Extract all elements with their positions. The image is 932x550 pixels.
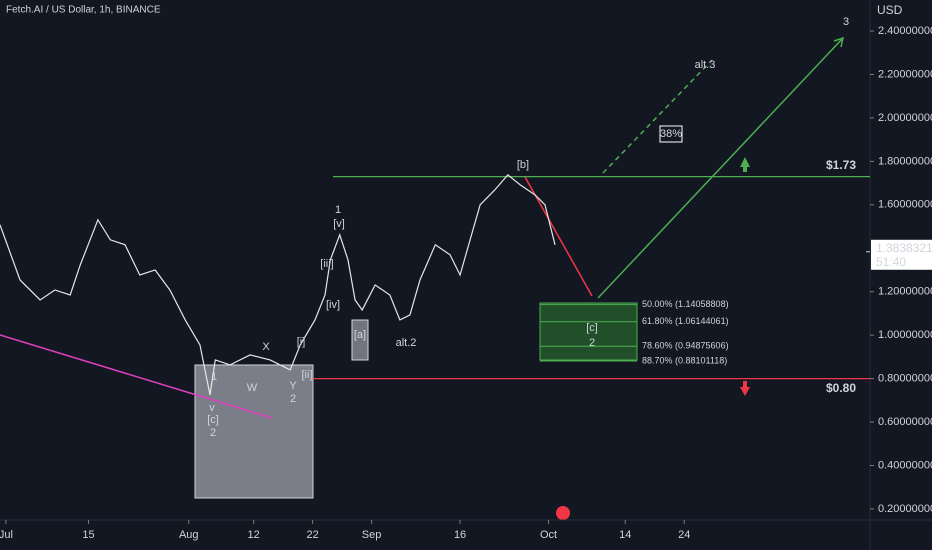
- price-line: [0, 174, 556, 396]
- alt-projection: [602, 59, 713, 174]
- wave-label: [iv]: [326, 299, 340, 311]
- wave-label: [iii]: [320, 258, 333, 270]
- wave-label: 1: [211, 371, 217, 383]
- wave-label: W: [247, 382, 258, 394]
- wave-label: alt.3: [695, 59, 716, 71]
- wave-label: 38%: [660, 128, 682, 140]
- x-tick-label: Oct: [540, 529, 557, 541]
- level-label: $1.73: [826, 158, 856, 172]
- price-box: [871, 239, 932, 270]
- x-tick-label: 24: [678, 529, 690, 541]
- wave-label: [c]: [207, 414, 219, 426]
- y-tick-label: 1.60000000: [878, 199, 932, 211]
- fib-label: 88.70% (0.88101118): [642, 355, 727, 365]
- fib-label: 61.80% (1.06144061): [642, 316, 729, 326]
- countdown-label: 51:40: [876, 255, 906, 269]
- x-tick-label: Sep: [362, 529, 382, 541]
- y-tick-label: 1.20000000: [878, 286, 932, 298]
- wave-label: 1: [335, 204, 341, 216]
- target-box: [539, 302, 638, 361]
- wave-label: [c]: [586, 322, 598, 334]
- y-tick-label: 0.20000000: [878, 503, 932, 515]
- x-tick-label: Jul: [0, 529, 13, 541]
- x-tick-label: 12: [248, 529, 260, 541]
- wave-label: 2: [210, 427, 216, 439]
- y-tick-label: 2.00000000: [878, 112, 932, 124]
- y-tick-label: 2.40000000: [878, 25, 932, 37]
- y-tick-label: 0.40000000: [878, 459, 932, 471]
- x-tick-label: Aug: [179, 529, 199, 541]
- range-box: [194, 364, 314, 499]
- wave-label: [a]: [354, 329, 366, 341]
- wave-label: [v]: [333, 218, 345, 230]
- range-box: [351, 319, 369, 361]
- annotation-box: [659, 125, 683, 143]
- wave-label: [i]: [297, 336, 306, 348]
- x-tick-label: 16: [454, 529, 466, 541]
- level-label: $0.80: [826, 381, 856, 395]
- wave-label: 2: [589, 337, 595, 349]
- wave-label: v: [209, 402, 215, 414]
- y-axis-label: USD: [877, 3, 903, 17]
- wave-label: Y: [289, 380, 297, 392]
- trend-line: [0, 334, 273, 419]
- x-tick-label: 14: [619, 529, 631, 541]
- wave-label: X: [262, 341, 270, 353]
- projection: [597, 37, 844, 299]
- y-tick-label: 0.80000000: [878, 373, 932, 385]
- y-tick-label: 2.20000000: [878, 68, 932, 80]
- arrow-head: [833, 36, 845, 48]
- wave-label: [ii]: [302, 369, 313, 381]
- y-tick-label: 1.00000000: [878, 329, 932, 341]
- wave-label: 2: [290, 393, 296, 405]
- y-tick-label: 1.80000000: [878, 155, 932, 167]
- y-tick-label: 0.60000000: [878, 416, 932, 428]
- x-tick-label: 22: [306, 529, 318, 541]
- wave-label: 3: [843, 16, 849, 28]
- wave-label: [b]: [517, 159, 529, 171]
- wave-label: alt.2: [396, 337, 417, 349]
- x-tick-label: 15: [82, 529, 94, 541]
- fib-label: 78.60% (0.94875606): [642, 341, 729, 351]
- event-icon: [556, 506, 570, 520]
- down-arrow: [740, 381, 750, 396]
- fib-label: 50.00% (1.14058808): [642, 299, 729, 309]
- drawings: [0, 36, 845, 520]
- up-arrow: [740, 157, 750, 172]
- chart-title: Fetch.AI / US Dollar, 1h, BINANCE: [6, 5, 161, 16]
